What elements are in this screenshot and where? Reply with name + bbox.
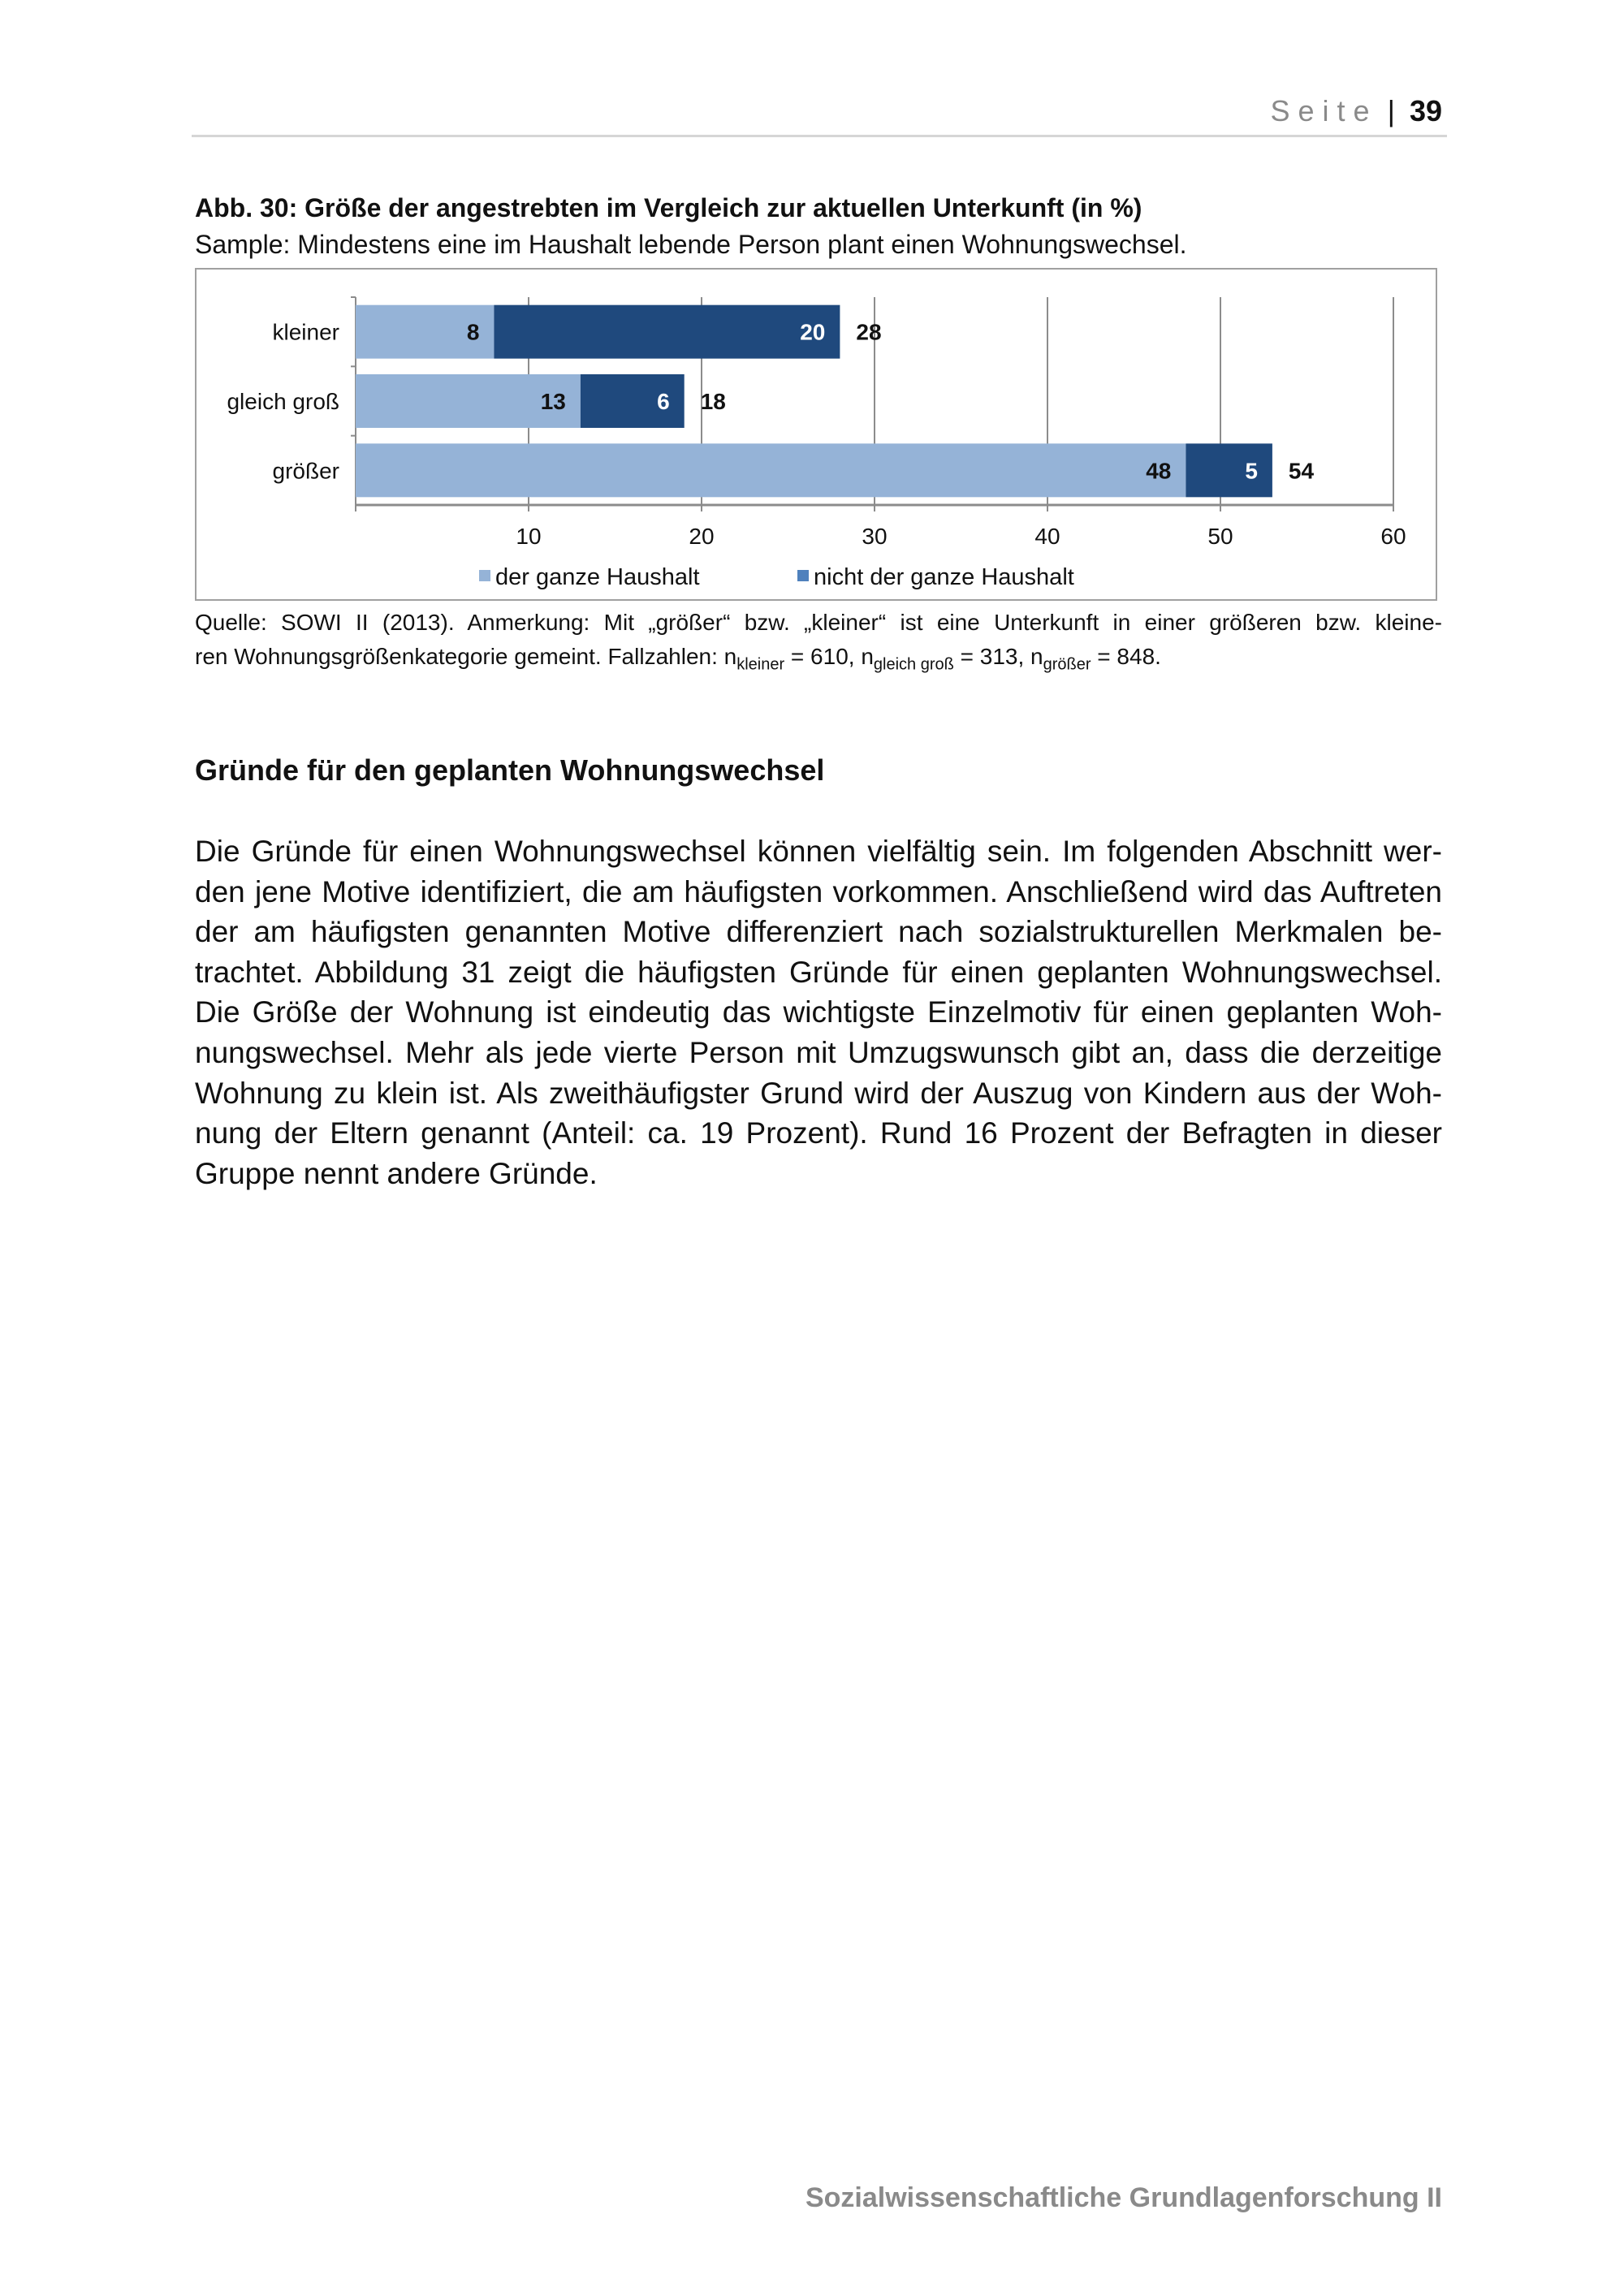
chart-frame xyxy=(195,268,1437,601)
figure-title: Abb. 30: Größe der angestrebten im Vergl… xyxy=(195,193,1142,222)
paragraph-line: Die Gründe für einen Wohnungswechsel kön… xyxy=(195,835,1442,868)
bar-segment xyxy=(356,443,1186,498)
figure-note-line-1: Quelle: SOWI II (2013). Anmerkung: Mit „… xyxy=(195,610,1442,635)
data-label: 6 xyxy=(657,389,670,414)
x-tick-label: 40 xyxy=(1034,524,1060,549)
bar-segment xyxy=(494,304,840,359)
x-tick-label: 50 xyxy=(1207,524,1233,549)
x-tick-label: 60 xyxy=(1380,524,1406,549)
stacked-bar-chart: 10 20 30 40 50 60 kleiner 8 20 28 gleich groß 13 6 18… xyxy=(227,296,1406,590)
header-separator: | xyxy=(1387,94,1395,127)
figure-sample: Sample: Mindestens eine im Haushalt lebe… xyxy=(195,230,1187,259)
legend-label: nicht der ganze Haushalt xyxy=(814,564,1074,590)
section-heading: Gründe für den geplanten Wohnungswechsel xyxy=(195,753,825,787)
total-label: 18 xyxy=(701,389,726,414)
category-label: kleiner xyxy=(273,320,339,345)
n-groesser-sub: größer xyxy=(1043,655,1091,674)
total-label: 54 xyxy=(1289,458,1315,483)
paragraph-line: den jene Motive identifiziert, die am hä… xyxy=(195,874,1442,908)
bar-segment xyxy=(356,374,581,428)
bar-segment xyxy=(580,374,685,428)
n-gleich-value: = 313, n xyxy=(953,644,1043,669)
paragraph-line: nungswechsel. Mehr als jede vierte Perso… xyxy=(195,1036,1442,1069)
paragraph-line: Wohnung zu klein ist. Als zweithäufigste… xyxy=(195,1076,1442,1110)
legend-swatch xyxy=(479,570,490,581)
page-number: 39 xyxy=(1409,94,1442,127)
header-divider xyxy=(192,135,1447,137)
category-label: gleich groß xyxy=(227,389,339,414)
legend-label: der ganze Haushalt xyxy=(495,564,700,590)
paragraph-line: Die Größe der Wohnung ist eindeutig das … xyxy=(195,995,1442,1029)
n-kleiner-value: = 610, n xyxy=(784,644,874,669)
data-label: 20 xyxy=(800,320,825,345)
bar-segment xyxy=(356,304,495,359)
data-label: 48 xyxy=(1146,458,1171,483)
page-label: Seite xyxy=(1270,94,1378,127)
bar-segment xyxy=(1186,443,1272,498)
total-label: 28 xyxy=(856,320,881,345)
page-header: Seite | 39 xyxy=(1271,94,1443,128)
paragraph-line: Gruppe nennt andere Gründe. xyxy=(195,1156,598,1190)
n-gleich-sub: gleich groß xyxy=(873,655,954,674)
x-tick-label: 10 xyxy=(516,524,541,549)
n-groesser-value: = 848. xyxy=(1091,644,1161,669)
paragraph-line: trachtet. Abbildung 31 zeigt die häufigs… xyxy=(195,955,1442,989)
legend-swatch xyxy=(797,570,809,581)
x-tick-label: 20 xyxy=(689,524,714,549)
data-label: 5 xyxy=(1245,458,1258,483)
data-label: 8 xyxy=(467,320,480,345)
paragraph-line: der am häufigsten genannten Motive diffe… xyxy=(195,915,1442,949)
data-label: 13 xyxy=(541,389,566,414)
paragraph-line: nung der Eltern genannt (Anteil: ca. 19 … xyxy=(195,1116,1442,1150)
note-text: ren Wohnungsgrößenkategorie gemeint. Fal… xyxy=(195,644,737,669)
n-kleiner-sub: kleiner xyxy=(736,655,785,674)
category-label: größer xyxy=(273,458,339,483)
figure-note-line-2: ren Wohnungsgrößenkategorie gemeint. Fal… xyxy=(195,644,1442,675)
x-tick-label: 30 xyxy=(862,524,887,549)
page-footer: Sozialwissenschaftliche Grundlagenforsch… xyxy=(805,2182,1442,2213)
